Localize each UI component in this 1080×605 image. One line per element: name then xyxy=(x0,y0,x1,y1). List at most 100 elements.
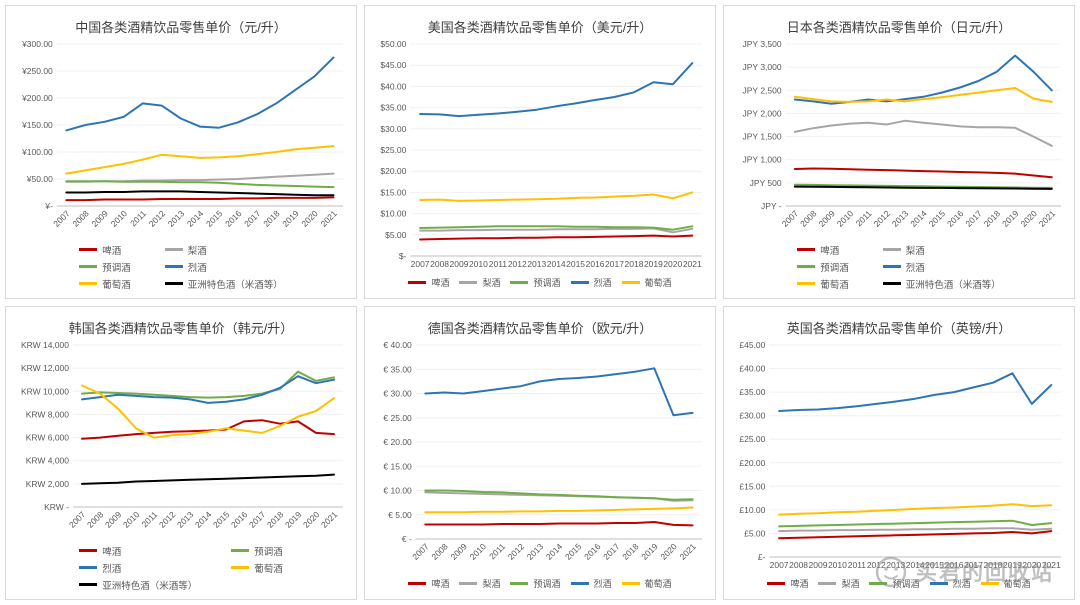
legend-item-premixed: 预调酒 xyxy=(797,260,849,274)
series-line-wine xyxy=(419,191,694,202)
legend-item-spirits: 烈酒 xyxy=(570,276,612,289)
x-tick-label: 2007 xyxy=(411,259,430,269)
legend-swatch-premixed xyxy=(869,582,888,585)
y-tick-label: KRW 10,000 xyxy=(21,386,69,396)
x-tick-label: 2014 xyxy=(906,560,925,570)
x-tick-label: 2009 xyxy=(103,509,124,530)
legend-swatch-beer xyxy=(79,549,98,552)
x-tick-label: 2008 xyxy=(85,509,106,530)
x-tick-label: 2014 xyxy=(547,259,566,269)
y-tick-label: $35.00 xyxy=(380,103,406,113)
y-tick-label: $10.00 xyxy=(380,209,406,219)
y-tick-label: $40.00 xyxy=(380,81,406,91)
x-tick-label: 2015 xyxy=(566,259,585,269)
series-line-wine xyxy=(81,384,335,439)
chart-legend: 啤酒 梨酒 预调酒 烈酒 葡萄酒 xyxy=(767,573,1031,599)
series-line-premixed xyxy=(81,370,335,399)
legend-swatch-wine xyxy=(621,582,640,585)
legend-item-wine: 葡萄酒 xyxy=(79,277,131,291)
x-tick-label: 2011 xyxy=(848,560,867,570)
x-tick-label: 2007 xyxy=(410,541,431,562)
legend-item-spirits: 烈酒 xyxy=(79,561,197,575)
y-tick-label: JPY 3,500 xyxy=(743,39,782,49)
legend-label: 预调酒 xyxy=(892,579,920,589)
legend-swatch-beer xyxy=(79,248,98,251)
series-line-beer xyxy=(793,167,1053,179)
x-tick-label: 2017 xyxy=(242,208,263,229)
x-tick-label: 2012 xyxy=(506,541,527,562)
series-line-wine xyxy=(793,87,1053,103)
legend-label: 亚洲特色酒（米酒等） xyxy=(102,580,198,592)
series-line-pear-wine xyxy=(778,527,1053,533)
series-line-premixed xyxy=(419,225,694,231)
legend-swatch-premixed xyxy=(510,281,529,284)
x-tick-label: 2009 xyxy=(448,541,469,562)
legend-label: 预调酒 xyxy=(820,262,849,274)
x-tick-label: 2007 xyxy=(780,208,801,229)
x-tick-label: 2019 xyxy=(1003,560,1022,570)
x-tick-label: 2021 xyxy=(683,259,702,269)
legend-label: 梨酒 xyxy=(482,579,501,589)
x-tick-label: 2008 xyxy=(798,208,819,229)
legend-swatch-spirits xyxy=(882,265,901,268)
x-tick-label: 2020 xyxy=(1022,560,1041,570)
y-tick-label: ¥50.00 xyxy=(26,174,53,184)
legend-swatch-asian-specialty xyxy=(79,583,98,586)
series-line-spirits xyxy=(81,375,335,404)
x-tick-label: 2016 xyxy=(582,541,603,562)
x-tick-label: 2019 xyxy=(283,509,304,530)
series-line-wine xyxy=(65,145,335,175)
y-tick-label: $15.00 xyxy=(380,187,406,197)
x-tick-label: 2011 xyxy=(139,509,159,529)
x-tick-label: 2016 xyxy=(223,208,244,229)
legend-item-beer: 啤酒 xyxy=(408,276,449,289)
y-tick-label: £- xyxy=(758,552,766,562)
legend-swatch-wine xyxy=(621,281,640,284)
y-tick-label: $25.00 xyxy=(380,145,406,155)
chart-title: 中国各类酒精饮品零售单价（元/升） xyxy=(75,20,287,35)
legend-swatch-premixed xyxy=(510,582,529,585)
x-tick-label: 2015 xyxy=(204,208,225,229)
chart-panel-korea: 韩国各类酒精饮品零售单价（韩元/升） KRW 14,000 KRW 12,000 KR… xyxy=(5,306,357,600)
legend-swatch-premixed xyxy=(79,265,98,268)
x-tick-label: 2007 xyxy=(770,560,789,570)
legend-swatch-pear-wine xyxy=(459,281,478,284)
y-tick-label: JPY 1,500 xyxy=(743,132,782,142)
chart-legend: 啤酒 梨酒 预调酒 烈酒 葡萄酒 xyxy=(408,272,672,298)
legend-item-premixed: 预调酒 xyxy=(510,276,561,289)
legend-swatch-beer xyxy=(408,582,427,585)
legend-item-spirits: 烈酒 xyxy=(164,260,283,274)
legend-swatch-wine xyxy=(797,282,816,285)
legend-swatch-wine xyxy=(980,582,999,585)
x-tick-label: 2017 xyxy=(963,208,984,229)
legend-label: 梨酒 xyxy=(482,278,501,288)
legend-swatch-spirits xyxy=(79,566,98,569)
legend-item-beer: 啤酒 xyxy=(79,243,131,257)
y-tick-label: JPY - xyxy=(761,201,782,211)
legend-item-wine: 葡萄酒 xyxy=(621,577,672,590)
x-tick-label: 2018 xyxy=(620,541,641,562)
legend-swatch-asian-specialty xyxy=(164,282,183,285)
y-tick-label: $50.00 xyxy=(380,39,406,49)
y-tick-label: £45.00 xyxy=(739,340,765,350)
legend-label: 啤酒 xyxy=(431,579,450,589)
legend-label: 预调酒 xyxy=(254,546,283,558)
legend-item-asian-specialty: 亚洲特色酒（米酒等） xyxy=(164,277,283,291)
x-tick-label: 2018 xyxy=(982,208,1003,229)
x-tick-label: 2020 xyxy=(658,541,679,562)
series-line-asian-specialty xyxy=(793,185,1053,190)
y-tick-label: $45.00 xyxy=(380,60,406,70)
y-tick-label: £10.00 xyxy=(739,505,765,515)
chart-panel-china: 中国各类酒精饮品零售单价（元/升） ¥300.00 ¥250.00 ¥200.00 ¥1… xyxy=(5,5,357,299)
x-tick-label: 2020 xyxy=(301,509,322,530)
legend-label: 梨酒 xyxy=(905,245,925,257)
legend-label: 葡萄酒 xyxy=(644,278,672,288)
legend-label: 啤酒 xyxy=(790,579,809,589)
chart-legend: 啤酒 梨酒 预调酒 烈酒 葡萄酒 亚洲特色酒（米酒等） xyxy=(797,240,1001,298)
x-tick-label: 2016 xyxy=(945,208,966,229)
x-tick-label: 2020 xyxy=(299,208,320,229)
series-line-beer xyxy=(778,530,1053,540)
series-line-pear-wine xyxy=(419,227,694,234)
legend-label: 亚洲特色酒（米酒等） xyxy=(187,279,283,291)
chart-legend: 啤酒 梨酒 预调酒 烈酒 葡萄酒 xyxy=(408,573,672,599)
